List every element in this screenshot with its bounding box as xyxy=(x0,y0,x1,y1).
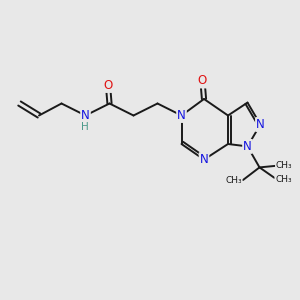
Text: N: N xyxy=(200,153,208,166)
Text: CH₃: CH₃ xyxy=(276,161,292,170)
Text: N: N xyxy=(177,109,186,122)
Text: O: O xyxy=(103,79,112,92)
Text: CH₃: CH₃ xyxy=(225,176,242,185)
Text: CH₃: CH₃ xyxy=(275,175,292,184)
Text: O: O xyxy=(198,74,207,88)
Text: N: N xyxy=(243,140,252,153)
Text: H: H xyxy=(81,122,89,132)
Text: N: N xyxy=(256,118,265,131)
Text: N: N xyxy=(81,109,90,122)
